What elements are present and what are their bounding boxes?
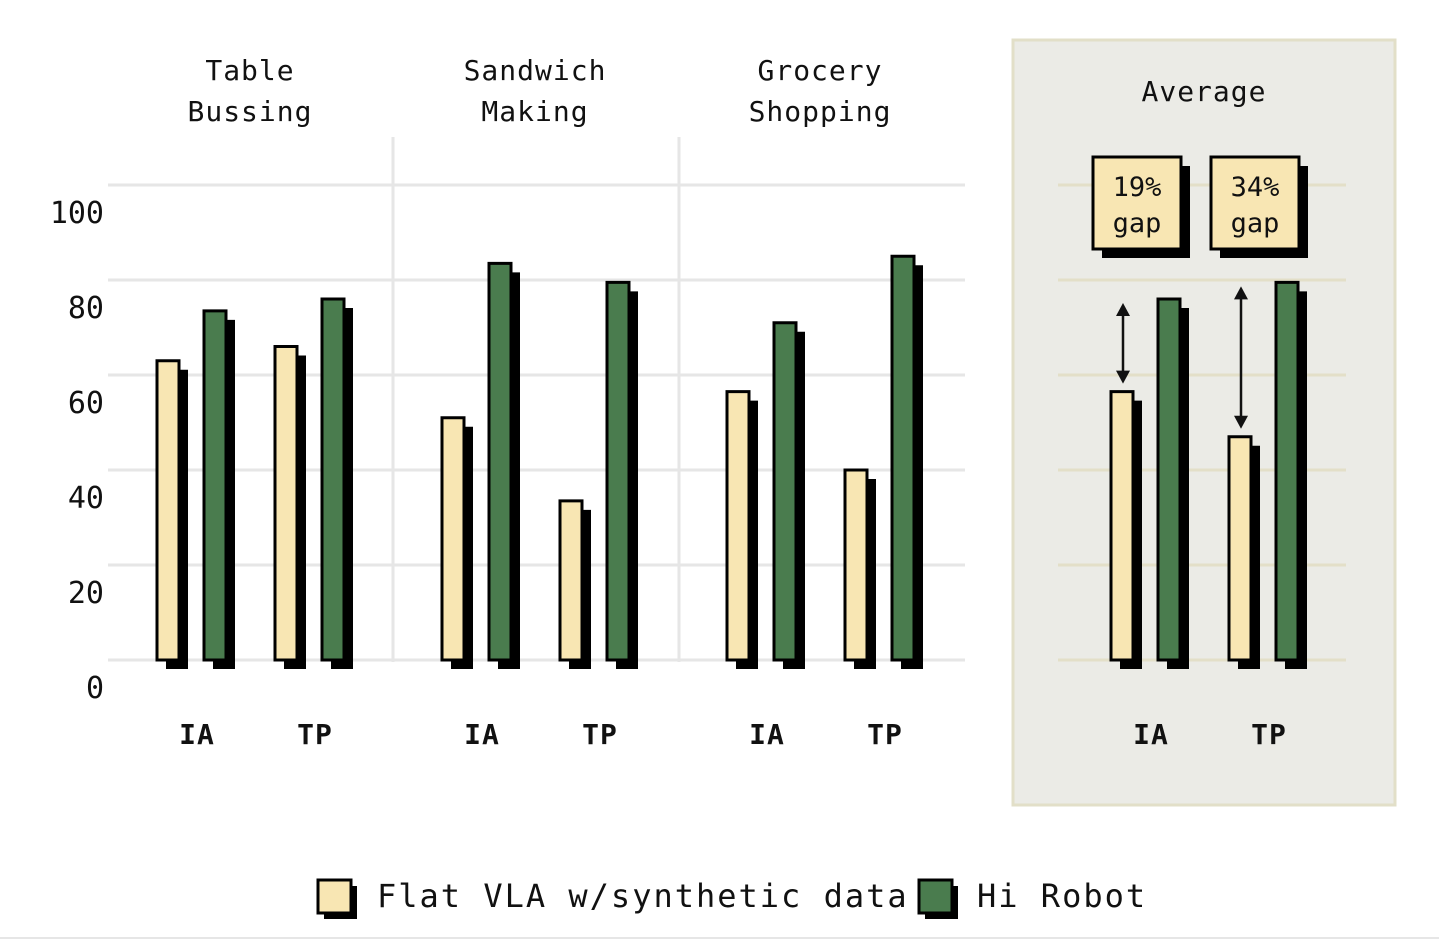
bar-flat bbox=[843, 468, 869, 662]
gap-label: 34% bbox=[1231, 172, 1280, 203]
group-0: Table Bussing IA TP bbox=[155, 54, 353, 751]
bar-hirobot bbox=[320, 297, 346, 662]
x-tick-label: TP bbox=[1251, 718, 1287, 751]
group-title-line: Shopping bbox=[749, 95, 892, 128]
bar-hirobot bbox=[1156, 297, 1182, 662]
x-tick-label: IA bbox=[464, 718, 500, 751]
bar-flat bbox=[1109, 390, 1135, 662]
legend-item: Flat VLA w/synthetic data bbox=[316, 877, 909, 919]
bar-hirobot bbox=[202, 309, 228, 662]
bar-hirobot bbox=[1274, 280, 1300, 662]
bar-hirobot bbox=[890, 254, 916, 662]
x-tick-label: IA bbox=[749, 718, 785, 751]
group-title-line: Average bbox=[1141, 75, 1266, 108]
gap-arrow-head-up bbox=[1234, 286, 1248, 300]
gap-label: 19% bbox=[1113, 172, 1162, 203]
legend-label: Flat VLA w/synthetic data bbox=[377, 877, 909, 915]
gap-box bbox=[1091, 155, 1183, 251]
bar-hirobot bbox=[772, 321, 798, 662]
legend-swatch bbox=[917, 878, 954, 915]
group-3: Average IA 19% gap TP 34% gap bbox=[1091, 75, 1308, 751]
bar-flat bbox=[725, 390, 751, 662]
gap-arrow-head-down bbox=[1116, 370, 1130, 384]
legend-item: Hi Robot bbox=[917, 877, 1147, 919]
gap-box bbox=[1209, 155, 1301, 251]
bar-flat bbox=[1227, 435, 1253, 662]
bar-flat bbox=[273, 345, 299, 662]
bar-flat bbox=[558, 499, 584, 662]
gap-arrow-head-down bbox=[1234, 415, 1248, 429]
y-tick-label: 80 bbox=[68, 291, 104, 326]
group-1: Sandwich Making IA TP bbox=[440, 54, 638, 751]
group-2: Grocery Shopping IA TP bbox=[725, 54, 923, 751]
group-title-line: Sandwich bbox=[464, 54, 607, 87]
bar-flat bbox=[155, 359, 181, 662]
x-tick-label: TP bbox=[867, 718, 903, 751]
x-tick-label: IA bbox=[1133, 718, 1169, 751]
y-tick-label: 0 bbox=[86, 671, 104, 706]
group-title-line: Table bbox=[205, 54, 294, 87]
y-tick-label: 100 bbox=[50, 196, 104, 231]
bar-hirobot bbox=[487, 261, 513, 662]
gap-arrow-head-up bbox=[1116, 303, 1130, 316]
legend-swatch bbox=[316, 878, 353, 915]
x-tick-label: TP bbox=[582, 718, 618, 751]
x-tick-label: IA bbox=[179, 718, 215, 751]
y-tick-label: 60 bbox=[68, 386, 104, 421]
average-panel bbox=[1011, 38, 1397, 807]
y-tick-label: 40 bbox=[68, 481, 104, 516]
group-title-line: Making bbox=[481, 95, 588, 128]
legend-label: Hi Robot bbox=[977, 877, 1147, 915]
group-title-line: Bussing bbox=[187, 95, 312, 128]
bar-hirobot bbox=[605, 280, 631, 662]
gap-label: gap bbox=[1231, 208, 1280, 239]
gap-label: gap bbox=[1113, 208, 1162, 239]
legend: Flat VLA w/synthetic data Hi Robot bbox=[316, 877, 1147, 919]
y-tick-label: 20 bbox=[68, 576, 104, 611]
group-title-line: Grocery bbox=[757, 54, 882, 87]
x-tick-label: TP bbox=[297, 718, 333, 751]
bar-flat bbox=[440, 416, 466, 662]
